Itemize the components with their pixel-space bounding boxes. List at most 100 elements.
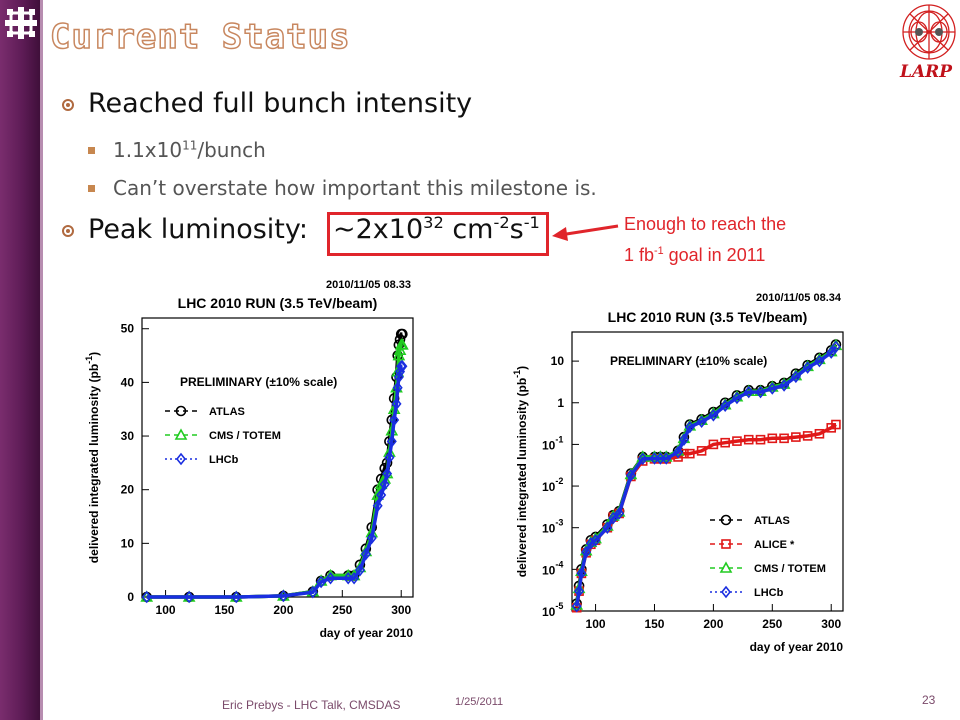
y-tick-label: 10-4 [542, 559, 563, 577]
x-tick-label: 200 [273, 603, 293, 617]
y-tick-label: 10-3 [542, 518, 563, 536]
legend-marker [175, 452, 187, 466]
data-point [685, 448, 695, 459]
data-point [720, 437, 730, 448]
y-tick-label: 1 [557, 396, 564, 410]
data-point [720, 399, 731, 412]
data-point [814, 428, 825, 439]
data-point [614, 507, 625, 520]
data-point [673, 445, 684, 459]
y-tick-label: 40 [121, 375, 135, 389]
data-point [590, 533, 601, 547]
data-point [791, 432, 801, 442]
data-point [382, 467, 393, 480]
peak-luminosity-value: ~2x1032 cm-2s-1 [333, 213, 540, 245]
chart-title: LHC 2010 RUN (3.5 TeV/beam) [608, 309, 808, 325]
sidebar-rule [40, 0, 43, 720]
data-point [391, 397, 402, 411]
data-point [831, 419, 841, 430]
legend-marker [721, 539, 731, 549]
data-point [386, 435, 397, 448]
chart-timestamp: 2010/11/05 08.33 [326, 279, 411, 291]
data-point [184, 590, 195, 604]
data-point [802, 361, 813, 374]
y-tick-label: 10-2 [542, 476, 563, 494]
preliminary-label: PRELIMINARY (±10% scale) [610, 354, 767, 368]
legend-label: CMS / TOTEM [754, 563, 826, 575]
plot-frame [141, 317, 414, 598]
data-point [696, 415, 707, 429]
data-point [779, 433, 789, 444]
data-point [316, 575, 327, 589]
data-point [325, 571, 336, 585]
data-point [661, 452, 672, 465]
data-point [708, 439, 719, 450]
y-tick-label: 30 [121, 429, 135, 443]
y-tick-label: 20 [121, 483, 135, 497]
series-line [146, 364, 403, 599]
data-point [354, 563, 366, 577]
data-point [814, 354, 825, 368]
data-point [376, 488, 387, 502]
data-point [393, 343, 407, 355]
y-tick-label: 10-5 [542, 601, 563, 619]
bullet-square-icon [88, 185, 95, 192]
x-tick-label: 200 [703, 617, 723, 631]
footer-author: Eric Prebys - LHC Talk, CMSDAS [222, 698, 401, 712]
x-axis-label: day of year 2010 [320, 626, 414, 640]
larp-label: LARP [900, 62, 953, 82]
data-point [830, 340, 841, 354]
x-tick-label: 250 [762, 617, 782, 631]
data-point [826, 346, 837, 359]
data-point [360, 547, 371, 561]
y-tick-label: 50 [121, 322, 135, 336]
arrow-left-icon [552, 224, 619, 241]
preliminary-label: PRELIMINARY (±10% scale) [180, 375, 337, 389]
x-tick-label: 250 [332, 603, 352, 617]
x-tick-label: 300 [391, 603, 411, 617]
data-point [278, 589, 289, 603]
data-point [574, 584, 585, 598]
data-point [779, 379, 790, 392]
data-point [576, 567, 587, 580]
legend-label: LHCb [209, 454, 239, 466]
x-tick-label: 100 [586, 617, 606, 631]
slide-title: Current Status [49, 16, 351, 58]
legend-marker [175, 405, 187, 417]
y-axis-label: delivered integrated luminosity (pb-1) [84, 352, 101, 563]
chart-footnote: * ALICE : low pile-up limited since 01.0… [584, 659, 776, 660]
data-point [731, 391, 742, 405]
data-point [637, 452, 648, 466]
data-point [743, 385, 754, 399]
chart-timestamp: 2010/11/05 08.34 [756, 292, 842, 304]
bullet-sub-1-text: 1.1x1011/bunch [113, 138, 266, 162]
x-tick-label: 300 [821, 617, 841, 631]
page-number: 23 [922, 693, 936, 707]
series-lhcb [141, 360, 408, 604]
fermilab-logo-icon [5, 7, 37, 39]
data-point [231, 590, 242, 604]
annotation-line-2: 1 fb-1 goal in 2011 [624, 245, 766, 265]
bullet-circle-icon [62, 225, 74, 237]
y-tick-label: 10 [551, 354, 565, 368]
legend-marker [720, 585, 732, 599]
larp-logo-icon [902, 4, 956, 60]
legend-label: LHCb [754, 587, 784, 599]
y-axis-label: delivered integrated luminosity (pb-1) [512, 366, 529, 577]
data-point [625, 469, 636, 482]
data-point [602, 521, 613, 534]
annotation-text: Enough to reach the 1 fb-1 goal in 2011 [624, 211, 786, 269]
linear-luminosity-chart: 2010/11/05 08.33 LHC 2010 RUN (3.5 TeV/be… [84, 279, 414, 640]
data-point [755, 385, 766, 399]
data-point [384, 451, 395, 464]
data-point [389, 413, 400, 427]
bullet-circle-icon [62, 99, 74, 111]
data-point [696, 446, 707, 456]
bullet-square-icon [88, 147, 95, 154]
data-point [743, 434, 754, 445]
legend-marker [174, 428, 188, 440]
bullet-sub-2-text: Can’t overstate how important this miles… [113, 176, 597, 200]
x-tick-label: 150 [214, 603, 234, 617]
data-point [581, 545, 592, 559]
data-point [608, 511, 619, 525]
